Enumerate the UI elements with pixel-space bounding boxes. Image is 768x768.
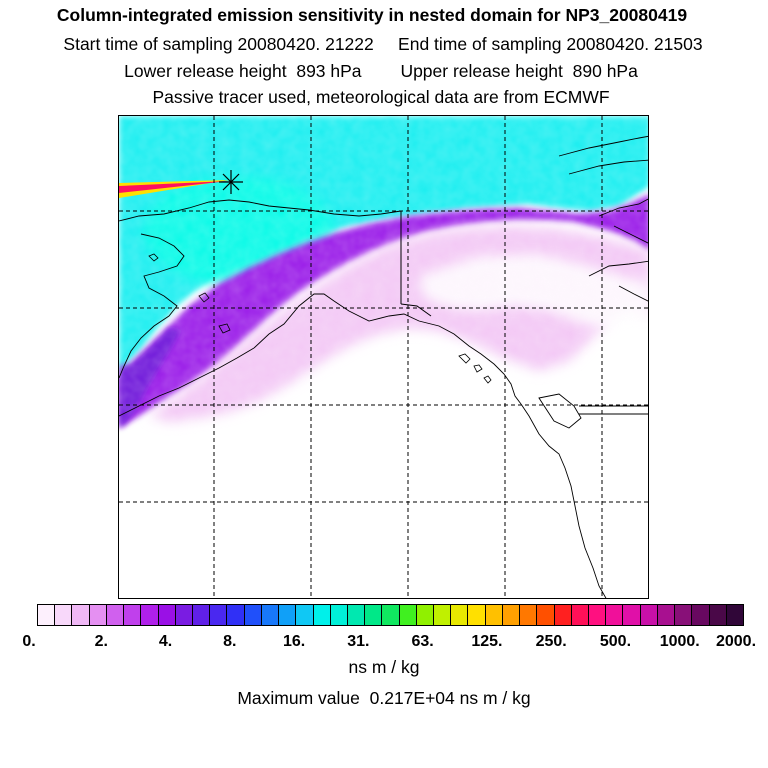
plume-streak-outer — [119, 180, 229, 198]
release-height-line: Lower release height 893 hPa Upper relea… — [124, 61, 638, 81]
colorbar-segment — [537, 605, 555, 625]
colorbar-segment — [175, 605, 193, 625]
colorbar-tick-labels: 0. 2. 4. 8. 16. 31. 63. 125. 250. 500. 1000. 2000. — [0, 633, 768, 655]
colorbar-segment — [72, 605, 90, 625]
colorbar-segment — [244, 605, 262, 625]
colorbar-tick-label: 2. — [94, 633, 108, 650]
colorbar-tick-label: 8. — [223, 633, 237, 650]
colorbar-segment — [554, 605, 572, 625]
colorbar-tick-label: 1000. — [659, 633, 700, 650]
sampling-time-line: Start time of sampling 20080420. 21222 E… — [63, 34, 703, 54]
colorbar-segment — [434, 605, 452, 625]
colorbar-tick-label: 500. — [599, 633, 632, 650]
colorbar-segment — [365, 605, 383, 625]
colorbar-segment — [520, 605, 538, 625]
colorbar-tick-label: 16. — [282, 633, 306, 650]
colorbar — [37, 604, 744, 626]
max-value-line: Maximum value 0.217E+04 ns m / kg — [237, 688, 531, 708]
colorbar-segment — [313, 605, 331, 625]
colorbar-segment — [657, 605, 676, 625]
colorbar-segment — [296, 605, 314, 625]
sensitivity-map — [118, 115, 649, 599]
colorbar-segment — [399, 605, 417, 625]
colorbar-segment — [502, 605, 521, 625]
colorbar-segment — [726, 605, 743, 625]
colorbar-segment — [192, 605, 211, 625]
release-point-star-icon — [219, 170, 243, 194]
colorbar-tick-label: 250. — [535, 633, 567, 650]
colorbar-segment — [347, 605, 366, 625]
colorbar-segment — [709, 605, 727, 625]
colorbar-tick-label: 2000. — [715, 633, 757, 650]
tracer-info-line: Passive tracer used, meteorological data… — [152, 87, 610, 107]
colorbar-segment — [141, 605, 159, 625]
colorbar-segment — [451, 605, 469, 625]
map-canvas — [119, 116, 648, 598]
colorbar-segment — [55, 605, 73, 625]
colorbar-segment — [106, 605, 125, 625]
colorbar-segment — [38, 605, 56, 625]
colorbar-segment — [330, 605, 348, 625]
colorbar-segment — [89, 605, 107, 625]
colorbar-segment — [692, 605, 710, 625]
colorbar-segment — [261, 605, 280, 625]
colorbar-segment — [227, 605, 245, 625]
colorbar-segment — [468, 605, 486, 625]
colorbar-segment — [675, 605, 693, 625]
colorbar-segment — [416, 605, 435, 625]
political-borders — [400, 211, 648, 415]
colorbar-segment — [382, 605, 400, 625]
colorbar-segment — [210, 605, 228, 625]
plume-streak-inner — [119, 181, 229, 193]
colorbar-segment — [279, 605, 297, 625]
colorbar-segment — [158, 605, 176, 625]
colorbar-segment — [571, 605, 589, 625]
colorbar-tick-label: 0. — [22, 633, 36, 650]
colorbar-segment — [485, 605, 503, 625]
colorbar-segment — [640, 605, 658, 625]
colorbar-tick-label: 63. — [411, 633, 434, 650]
graticule — [119, 116, 648, 598]
colorbar-segment — [124, 605, 142, 625]
colorbar-segment — [589, 605, 607, 625]
colorbar-tick-label: 125. — [471, 633, 503, 650]
texture-noise — [119, 116, 648, 446]
coastlines — [119, 135, 648, 598]
islands — [148, 253, 492, 384]
plot-title: Column-integrated emission sensitivity i… — [56, 5, 688, 25]
colorbar-tick-label: 4. — [158, 633, 173, 650]
colorbar-tick-label: 31. — [347, 633, 370, 650]
colorbar-segment — [623, 605, 641, 625]
colorbar-segment — [606, 605, 624, 625]
colorbar-unit: ns m / kg — [348, 657, 420, 677]
